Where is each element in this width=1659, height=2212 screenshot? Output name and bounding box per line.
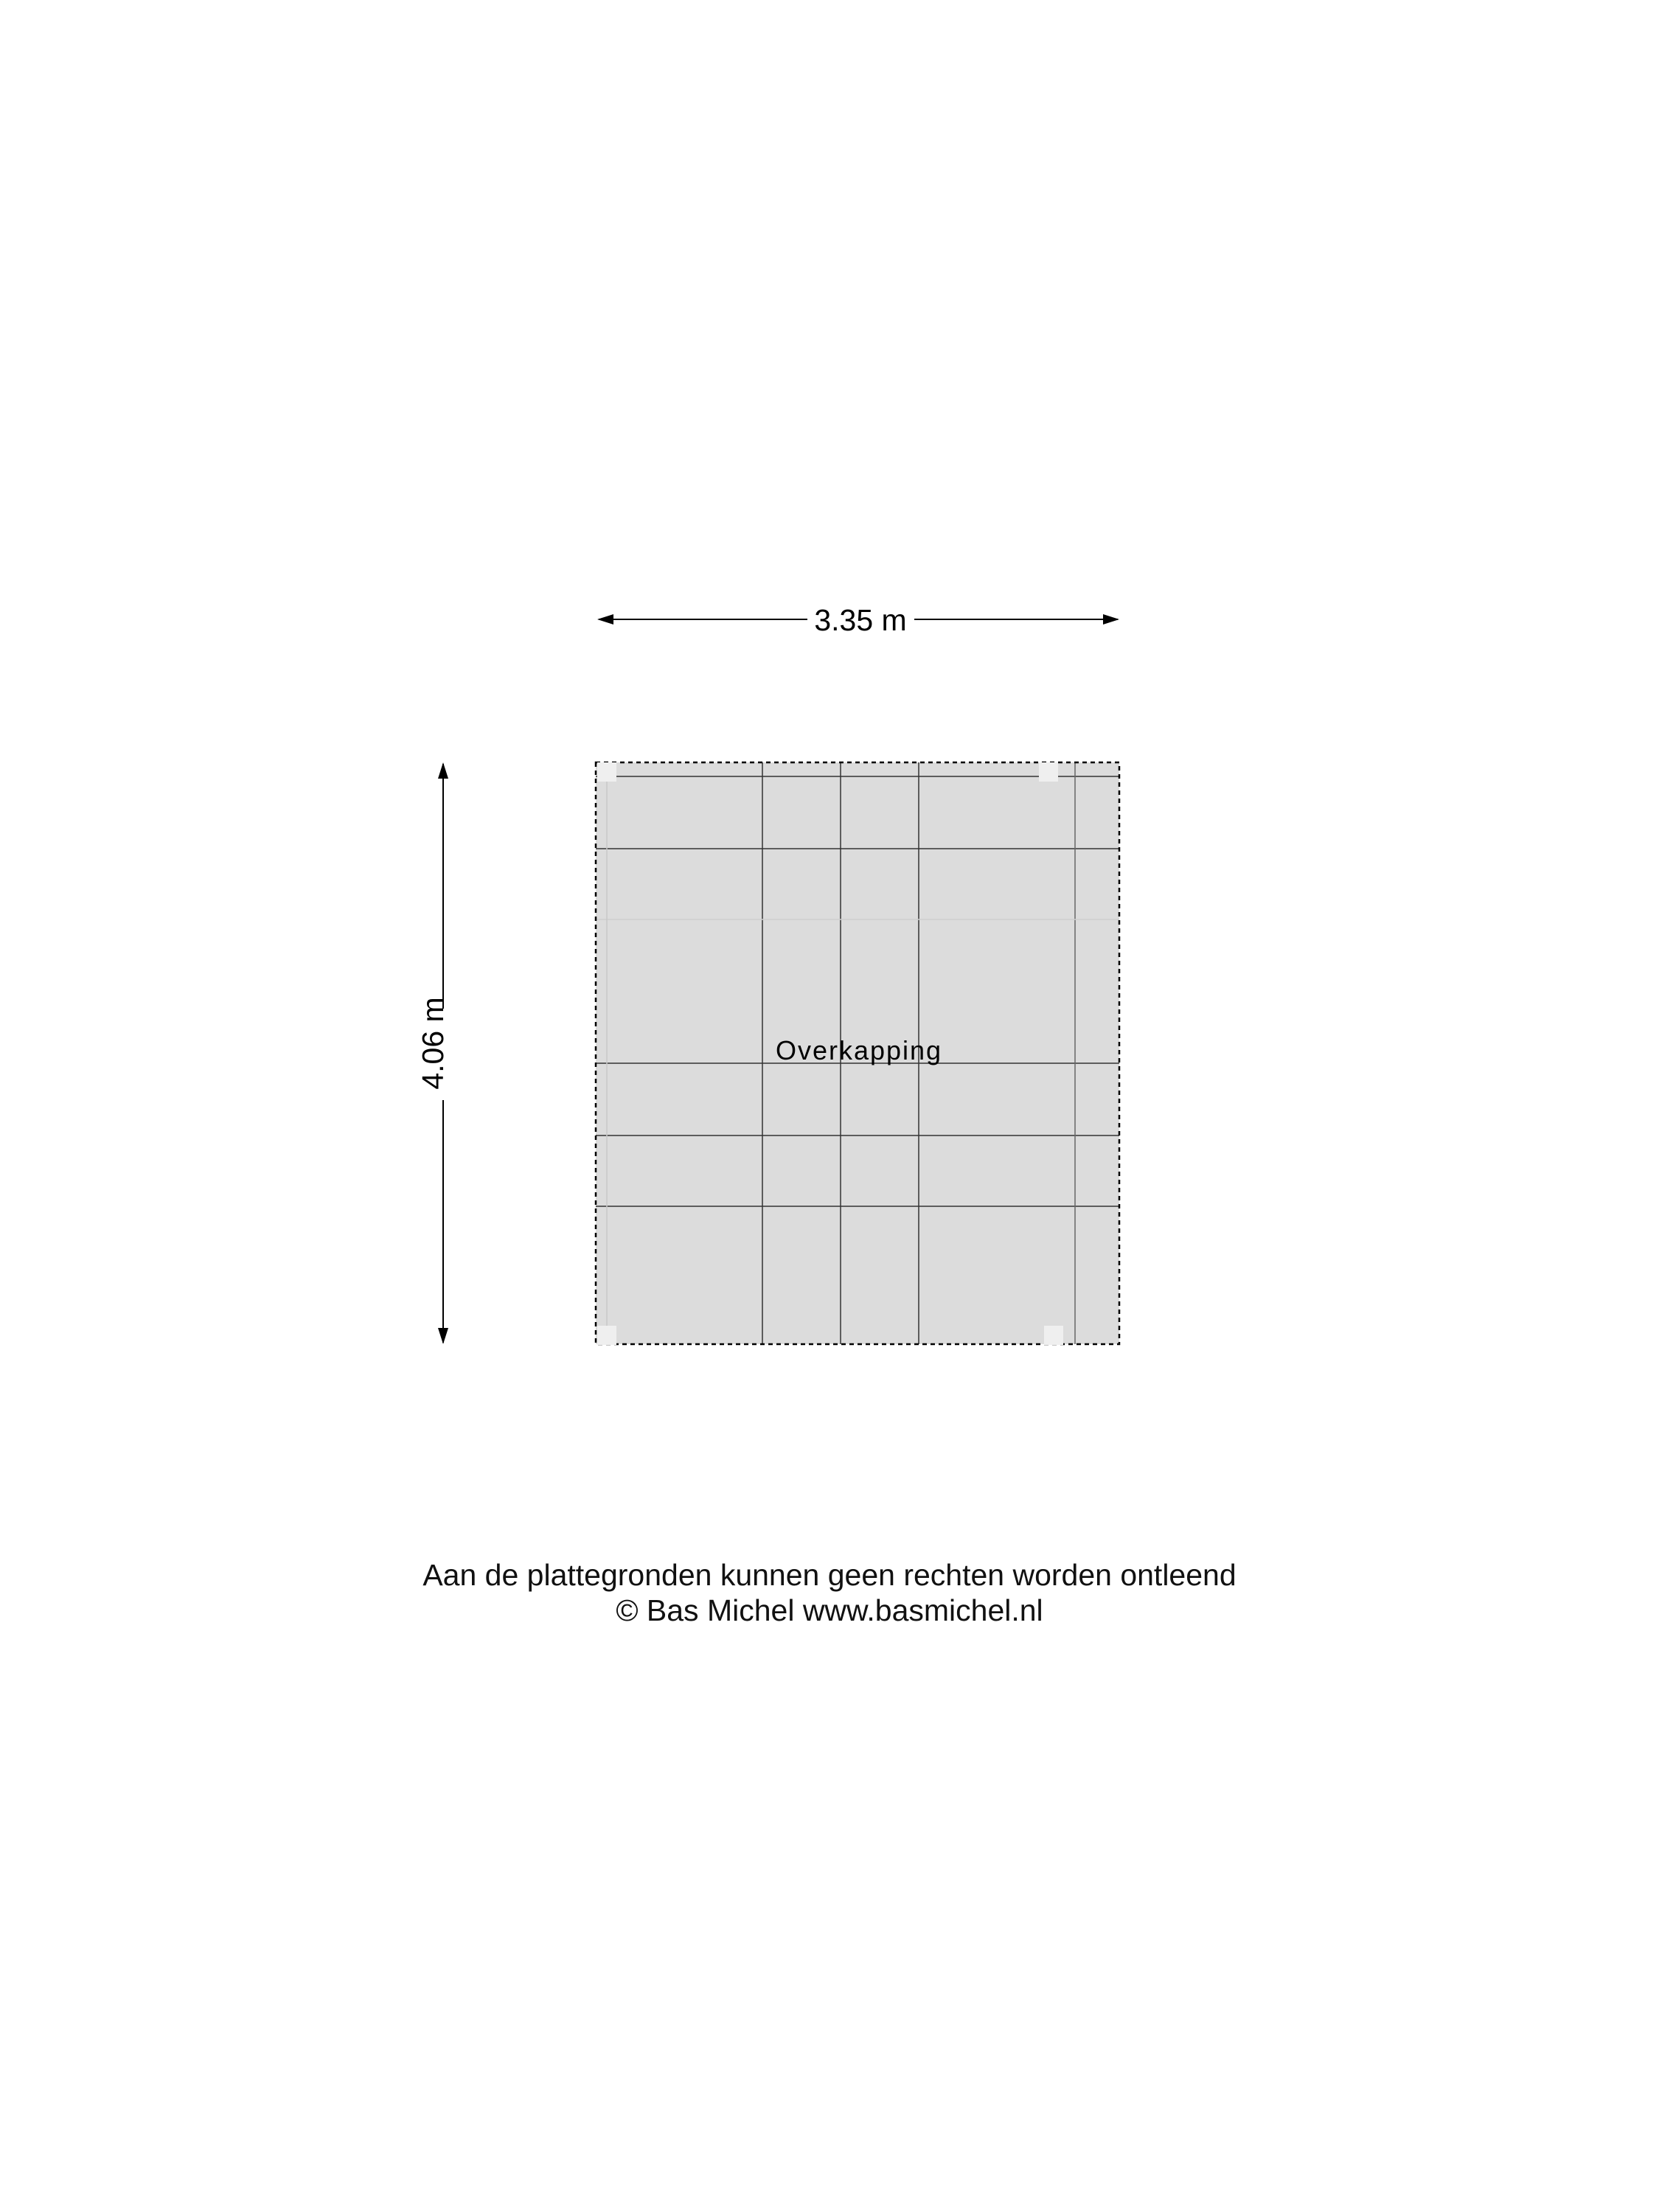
- width-dimension: 3.35 m: [597, 603, 1119, 637]
- room-overkapping: Overkapping: [594, 761, 1121, 1346]
- height-dimension: 4.06 m: [416, 762, 450, 1344]
- arrow-right-icon: [1103, 614, 1119, 625]
- arrow-down-icon: [438, 1328, 448, 1344]
- room-label: Overkapping: [776, 1035, 942, 1065]
- arrow-up-icon: [438, 762, 448, 779]
- height-label: 4.06 m: [416, 997, 450, 1089]
- width-label: 3.35 m: [814, 603, 906, 637]
- arrow-left-icon: [597, 614, 613, 625]
- copyright-text: © Bas Michel www.basmichel.nl: [616, 1593, 1043, 1627]
- disclaimer-text: Aan de plattegronden kunnen geen rechten…: [422, 1558, 1237, 1592]
- post-markers: [597, 762, 1063, 1345]
